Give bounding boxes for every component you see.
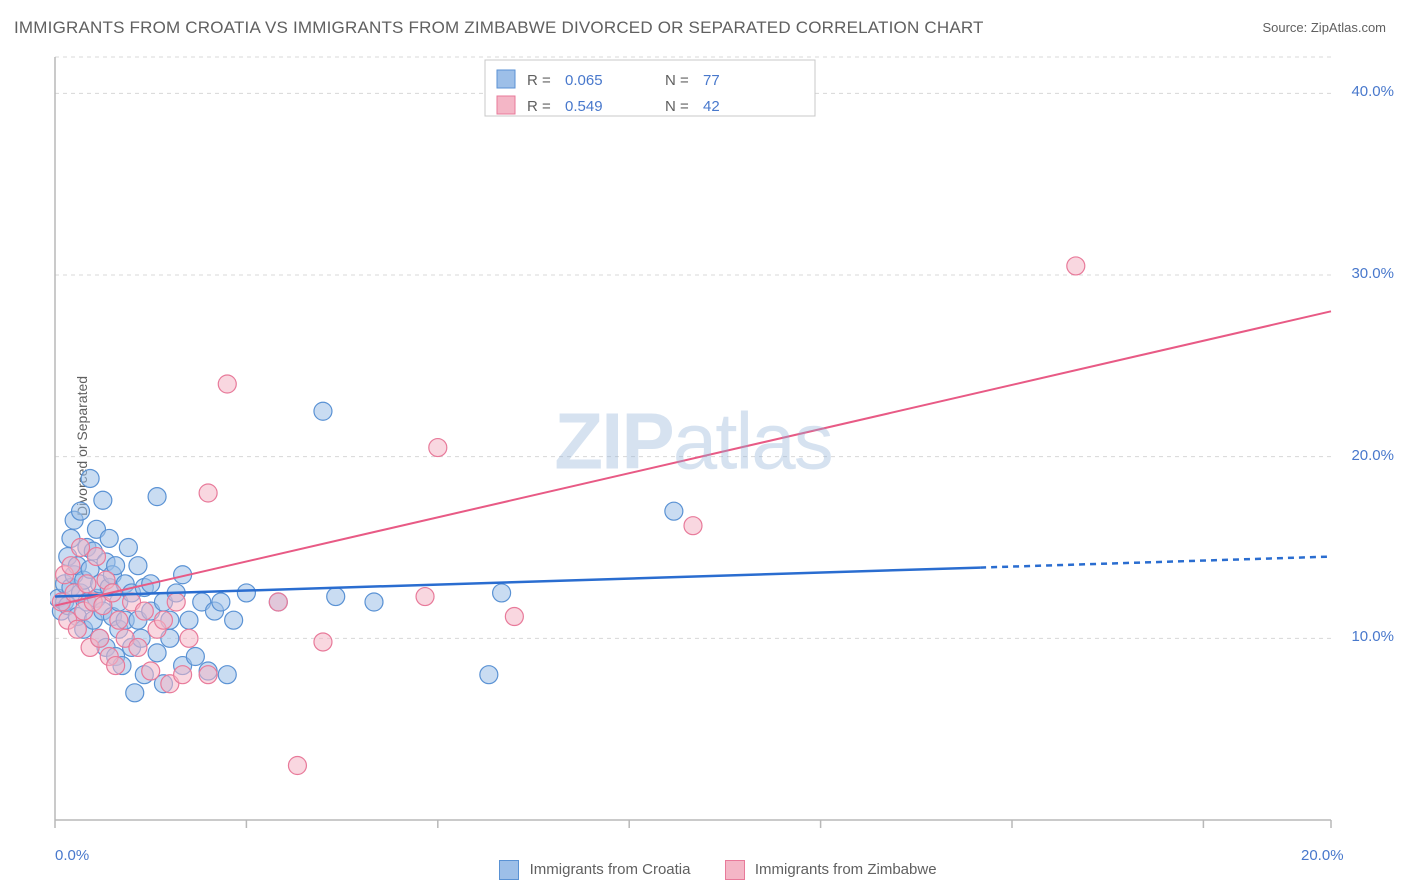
y-tick-30: 30.0% — [1351, 265, 1394, 282]
bottom-legend: Immigrants from Croatia Immigrants from … — [0, 860, 1406, 880]
y-tick-10: 10.0% — [1351, 628, 1394, 645]
chart-area: R =0.065N =77R =0.549N =42 ZIPatlas — [50, 52, 1336, 840]
svg-text:N =: N = — [665, 72, 689, 89]
scatter-chart: R = 0.065 N = 77 R = 0.549 N = 42 — [50, 52, 1336, 840]
svg-text:N =: N = — [665, 98, 689, 115]
chart-title: IMMIGRANTS FROM CROATIA VS IMMIGRANTS FR… — [14, 18, 984, 38]
legend-label-croatia: Immigrants from Croatia — [530, 861, 691, 878]
y-tick-40: 40.0% — [1351, 83, 1394, 100]
legend-label-zimbabwe: Immigrants from Zimbabwe — [755, 861, 937, 878]
svg-text:77: 77 — [703, 72, 720, 89]
svg-text:0.065: 0.065 — [565, 72, 603, 89]
svg-text:R =: R = — [527, 72, 551, 89]
svg-text:R =: R = — [527, 98, 551, 115]
source-label: Source: ZipAtlas.com — [1262, 20, 1386, 35]
legend-swatch-zimbabwe — [725, 860, 745, 880]
svg-text:0.549: 0.549 — [565, 98, 603, 115]
y-tick-20: 20.0% — [1351, 447, 1394, 464]
legend-swatch-croatia — [499, 860, 519, 880]
svg-text:42: 42 — [703, 98, 720, 115]
